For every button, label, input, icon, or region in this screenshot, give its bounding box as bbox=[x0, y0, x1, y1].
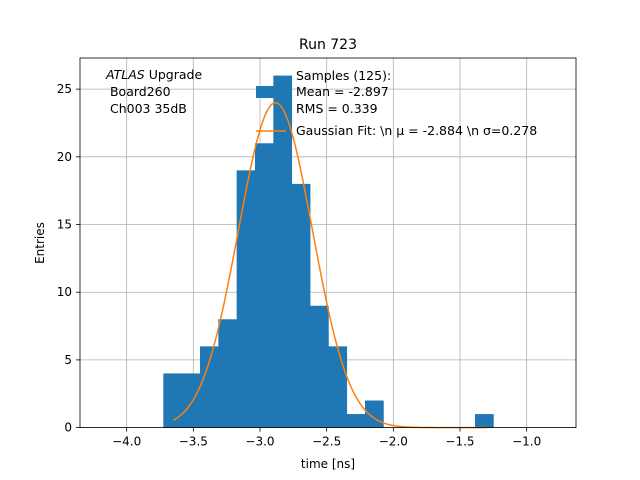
y-tick-label: 25 bbox=[57, 82, 72, 96]
y-tick-label: 10 bbox=[57, 285, 72, 299]
histogram-bars bbox=[163, 75, 494, 428]
atlas-annotation: ATLAS Upgrade Board260 Ch003 35dB bbox=[105, 67, 202, 116]
legend-samples-line-1: Samples (125): bbox=[292, 68, 391, 83]
histogram-bar bbox=[255, 143, 274, 428]
x-tick-label: −3.0 bbox=[245, 435, 274, 449]
y-tick-label: 5 bbox=[64, 353, 72, 367]
axes-frame bbox=[79, 57, 577, 429]
x-tick-label: −4.0 bbox=[112, 435, 141, 449]
x-tick-label: −2.5 bbox=[312, 435, 341, 449]
x-tick-label: −1.5 bbox=[445, 435, 474, 449]
x-axis-ticks: −4.0 −3.5 −3.0 −2.5 −2.0 −1.5 −1.0 bbox=[112, 427, 541, 449]
annotation-line-2: Board260 bbox=[106, 84, 171, 99]
x-axis-label: time [ns] bbox=[301, 457, 355, 471]
y-tick-label: 20 bbox=[57, 150, 72, 164]
x-tick-label: −1.0 bbox=[512, 435, 541, 449]
histogram-bar bbox=[328, 346, 348, 428]
histogram-bar bbox=[310, 305, 329, 428]
y-axis-label: Entries bbox=[33, 222, 47, 264]
histogram-bar bbox=[346, 414, 366, 428]
histogram-bar bbox=[181, 373, 201, 428]
chart-title: Run 723 bbox=[299, 37, 357, 53]
histogram-bar bbox=[200, 346, 219, 428]
histogram-bar bbox=[163, 373, 183, 428]
histogram-bar bbox=[236, 170, 256, 428]
histogram-bar bbox=[291, 183, 311, 428]
x-tick-label: −2.0 bbox=[379, 435, 408, 449]
legend-samples-swatch bbox=[256, 86, 286, 98]
y-tick-label: 0 bbox=[64, 421, 72, 435]
annotation-line-1: ATLAS Upgrade bbox=[105, 67, 202, 82]
x-tick-label: −3.5 bbox=[179, 435, 208, 449]
histogram-bar bbox=[218, 319, 238, 428]
legend-fit-label: Gaussian Fit: \n μ = -2.884 \n σ=0.278 bbox=[292, 123, 537, 138]
y-tick-label: 15 bbox=[57, 218, 72, 232]
legend-samples-line-2: Mean = -2.897 bbox=[292, 84, 389, 99]
histogram-bar bbox=[475, 414, 494, 428]
grid-lines bbox=[80, 58, 576, 429]
histogram-bar bbox=[273, 75, 293, 428]
histogram-bar bbox=[365, 400, 384, 428]
legend: Samples (125): Mean = -2.897 RMS = 0.339… bbox=[256, 68, 537, 138]
legend-samples-line-3: RMS = 0.339 bbox=[292, 101, 378, 116]
annotation-line-3: Ch003 35dB bbox=[106, 101, 187, 116]
y-axis-ticks: 0 5 10 15 20 25 bbox=[57, 82, 80, 435]
